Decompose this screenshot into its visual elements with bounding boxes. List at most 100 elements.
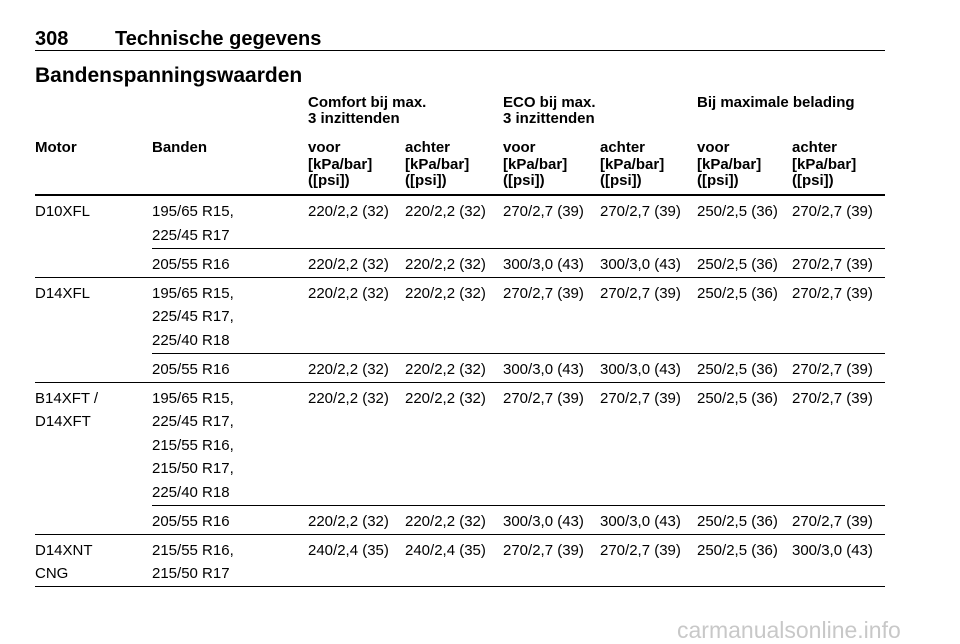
pressure-value: 220/2,2 (32): [405, 512, 486, 530]
pressure-value: 270/2,7 (39): [503, 389, 584, 407]
motor: D14XFT: [35, 413, 91, 430]
pressure-value: 250/2,5 (36): [697, 541, 778, 559]
unit-header: ([psi]): [600, 172, 642, 189]
tyre-size: 205/55 R16: [152, 360, 230, 378]
motor: D14XFL: [35, 284, 91, 302]
pressure-value: 220/2,2 (32): [308, 389, 389, 407]
tyre-size: 215/55 R16,: [152, 541, 234, 559]
column-header: voor: [308, 139, 341, 156]
pressure-value: 240/2,4 (35): [405, 541, 486, 559]
pressure-value: 270/2,7 (39): [600, 284, 681, 302]
pressure-value: 270/2,7 (39): [503, 284, 584, 302]
pressure-value: 270/2,7 (39): [792, 389, 873, 407]
pressure-value: 220/2,2 (32): [308, 255, 389, 273]
pressure-value: 220/2,2 (32): [308, 203, 389, 220]
pressure-value: 270/2,7 (39): [792, 512, 873, 530]
unit-header: [kPa/bar]: [405, 156, 470, 173]
pressure-value: 250/2,5 (36): [697, 203, 778, 220]
column-header: achter: [600, 139, 646, 156]
pressure-value: 220/2,2 (32): [308, 512, 389, 530]
pressure-value: 270/2,7 (39): [503, 541, 584, 559]
pressure-value: 220/2,2 (32): [405, 284, 486, 302]
tyre-size: 225/40 R18: [152, 483, 230, 501]
table-rule: [152, 504, 885, 506]
pressure-value: 270/2,7 (39): [792, 203, 873, 220]
group-header: ECO bij max.: [503, 94, 596, 111]
motor: D10XFL: [35, 203, 91, 220]
pressure-value: 270/2,7 (39): [792, 284, 873, 302]
pressure-value: 220/2,2 (32): [308, 360, 389, 378]
unit-header: ([psi]): [405, 172, 447, 189]
page-number: 308: [35, 28, 69, 50]
motor: D14XNT: [35, 541, 93, 559]
motor: CNG: [35, 565, 69, 582]
tyre-size: 205/55 R16: [152, 255, 230, 273]
unit-header: [kPa/bar]: [503, 156, 568, 173]
pressure-value: 300/3,0 (43): [600, 255, 681, 273]
tyre-size: 195/65 R15,: [152, 284, 234, 302]
pressure-value: 270/2,7 (39): [792, 360, 873, 378]
pressure-value: 220/2,2 (32): [405, 203, 486, 220]
pressure-value: 270/2,7 (39): [600, 541, 681, 559]
table-rule: [35, 276, 885, 278]
group-header: 3 inzittenden: [308, 110, 400, 127]
tyre-size: 195/65 R15,: [152, 203, 234, 220]
tyre-size: 215/55 R16,: [152, 436, 234, 454]
pressure-value: 220/2,2 (32): [405, 255, 486, 273]
column-header: achter: [792, 139, 838, 156]
header-rule: [35, 50, 885, 51]
group-header: Bij maximale belading: [697, 94, 855, 111]
motor: B14XFT /: [35, 389, 99, 407]
table-rule: [152, 247, 885, 249]
tyre-size: 225/45 R17,: [152, 308, 234, 325]
tyre-size: 225/40 R18: [152, 331, 230, 349]
pressure-value: 220/2,2 (32): [405, 360, 486, 378]
unit-header: ([psi]): [697, 172, 739, 189]
table-rule: [35, 586, 885, 587]
pressure-value: 240/2,4 (35): [308, 541, 389, 559]
section-title: Bandenspanningswaarden: [35, 64, 303, 87]
table-rule: [35, 381, 885, 383]
tyre-size: 215/50 R17: [152, 565, 230, 582]
group-header: Comfort bij max.: [308, 94, 427, 111]
tyre-size: 195/65 R15,: [152, 389, 234, 407]
tyre-size: 205/55 R16: [152, 512, 230, 530]
unit-header: [kPa/bar]: [792, 156, 857, 173]
pressure-value: 270/2,7 (39): [503, 203, 584, 220]
pressure-value: 220/2,2 (32): [308, 284, 389, 302]
unit-header: [kPa/bar]: [600, 156, 665, 173]
pressure-value: 220/2,2 (32): [405, 389, 486, 407]
tyre-size: 215/50 R17,: [152, 460, 234, 477]
pressure-value: 270/2,7 (39): [600, 389, 681, 407]
pressure-value: 250/2,5 (36): [697, 284, 778, 302]
pressure-value: 250/2,5 (36): [697, 389, 778, 407]
pressure-value: 250/2,5 (36): [697, 255, 778, 273]
pressure-value: 270/2,7 (39): [792, 255, 873, 273]
page-title: Technische gegevens: [115, 28, 322, 50]
pressure-value: 300/3,0 (43): [503, 360, 584, 378]
pressure-value: 300/3,0 (43): [503, 512, 584, 530]
unit-header: ([psi]): [792, 172, 834, 189]
pressure-value: 270/2,7 (39): [600, 203, 681, 220]
column-header: voor: [697, 139, 730, 156]
unit-header: ([psi]): [308, 172, 350, 189]
tyre-size: 225/45 R17,: [152, 413, 234, 430]
unit-header: [kPa/bar]: [308, 156, 373, 173]
column-header: voor: [503, 139, 536, 156]
tyre-size: 225/45 R17: [152, 226, 230, 244]
pressure-value: 300/3,0 (43): [600, 512, 681, 530]
column-header: Motor: [35, 139, 77, 156]
table-rule: [35, 194, 885, 196]
pressure-value: 300/3,0 (43): [792, 541, 873, 559]
unit-header: [kPa/bar]: [697, 156, 762, 173]
watermark: carmanualsonline.info: [677, 617, 901, 643]
table-rule: [35, 533, 885, 535]
group-header: 3 inzittenden: [503, 110, 595, 127]
pressure-value: 250/2,5 (36): [697, 360, 778, 378]
pressure-value: 300/3,0 (43): [503, 255, 584, 273]
column-header: Banden: [152, 139, 208, 156]
pressure-value: 250/2,5 (36): [697, 512, 778, 530]
table-rule: [152, 352, 885, 354]
column-header: achter: [405, 139, 451, 156]
